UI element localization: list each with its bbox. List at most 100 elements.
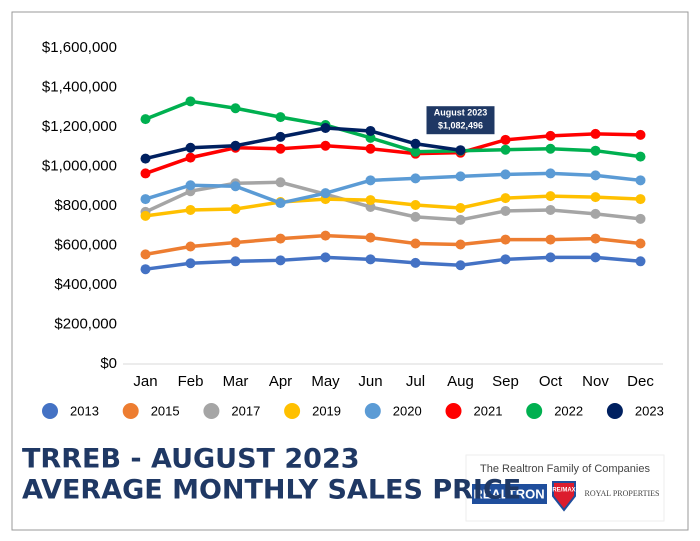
logo-bg <box>472 484 547 504</box>
point <box>140 264 151 275</box>
annotation-text: $1,082,496 <box>438 121 483 131</box>
point <box>275 131 286 142</box>
point <box>365 195 376 206</box>
logo-shape <box>552 481 576 512</box>
point <box>365 132 376 143</box>
legend-marker <box>284 403 301 419</box>
logo: ROYAL PROPERTIES <box>584 489 659 498</box>
x-tick-label: Oct <box>539 373 563 390</box>
x-tick-label: Mar <box>223 373 249 390</box>
point <box>230 103 241 114</box>
point <box>365 232 376 243</box>
series-line <box>144 171 641 205</box>
y-tick-label: $1,000,000 <box>42 157 117 174</box>
point <box>545 191 556 202</box>
point <box>545 204 556 215</box>
y-tick-label: $600,000 <box>54 236 117 253</box>
point <box>545 130 556 141</box>
point <box>140 210 151 221</box>
point <box>410 238 421 249</box>
point <box>185 152 196 163</box>
point <box>275 233 286 244</box>
x-tick-label: Sep <box>492 373 519 390</box>
series-line <box>145 126 461 161</box>
point <box>455 239 466 250</box>
series-line <box>145 255 641 271</box>
point <box>185 180 196 191</box>
y-tick-label: $1,400,000 <box>42 78 117 95</box>
point <box>500 254 511 265</box>
annotation-text: August 2023 <box>434 108 488 118</box>
point <box>320 140 331 151</box>
point <box>500 234 511 245</box>
point <box>635 175 646 186</box>
point <box>275 198 286 209</box>
point <box>365 125 376 136</box>
legend-label: 2022 <box>554 403 583 418</box>
point <box>635 213 646 224</box>
point <box>500 169 511 180</box>
point <box>230 140 241 151</box>
point <box>590 145 601 156</box>
point <box>635 256 646 267</box>
series-line <box>145 233 641 257</box>
point <box>140 249 151 260</box>
point <box>410 173 421 184</box>
y-tick-label: $800,000 <box>54 197 117 214</box>
x-tick-label: Feb <box>178 373 204 390</box>
point <box>635 238 646 249</box>
point <box>185 204 196 215</box>
point <box>410 138 421 149</box>
point <box>410 211 421 222</box>
x-tick-label: Apr <box>269 373 292 390</box>
point <box>635 129 646 140</box>
chart-title: TRREB - AUGUST 2023 <box>22 444 360 475</box>
legend-marker <box>445 403 462 419</box>
point <box>455 202 466 213</box>
y-tick-label: $200,000 <box>54 315 117 332</box>
point <box>500 205 511 216</box>
legend-label: 2020 <box>393 403 422 418</box>
legend-marker <box>526 403 543 419</box>
point <box>140 168 151 179</box>
y-tick-label: $0 <box>100 355 117 372</box>
point <box>275 143 286 154</box>
legend-label: 2015 <box>151 403 180 418</box>
point <box>140 114 151 125</box>
point <box>410 200 421 211</box>
point <box>140 153 151 164</box>
point <box>185 96 196 107</box>
logo: REALTRON <box>473 486 544 501</box>
x-tick-label: Nov <box>582 373 609 390</box>
point <box>230 181 241 192</box>
point <box>455 260 466 271</box>
point <box>185 142 196 153</box>
x-tick-label: May <box>311 373 340 390</box>
legend-marker <box>606 403 623 419</box>
y-tick-label: $1,200,000 <box>42 118 117 135</box>
point <box>500 144 511 155</box>
point <box>365 143 376 154</box>
chart-title: AVERAGE MONTHLY SALES PRICE <box>22 475 521 506</box>
point <box>320 122 331 133</box>
point <box>455 145 466 156</box>
point <box>455 171 466 182</box>
series-line <box>144 99 641 159</box>
legend-marker <box>203 403 220 419</box>
point <box>365 254 376 265</box>
point <box>185 258 196 269</box>
y-tick-label: $400,000 <box>54 276 117 293</box>
legend-label: 2019 <box>312 403 341 418</box>
point <box>365 175 376 186</box>
point <box>455 214 466 225</box>
point <box>275 177 286 188</box>
point <box>590 252 601 263</box>
point <box>545 252 556 263</box>
point <box>545 168 556 179</box>
point <box>230 237 241 248</box>
point <box>500 193 511 204</box>
point <box>500 134 511 145</box>
legend-marker <box>122 403 139 419</box>
point <box>590 170 601 181</box>
logo: RE/MAX <box>552 488 575 494</box>
